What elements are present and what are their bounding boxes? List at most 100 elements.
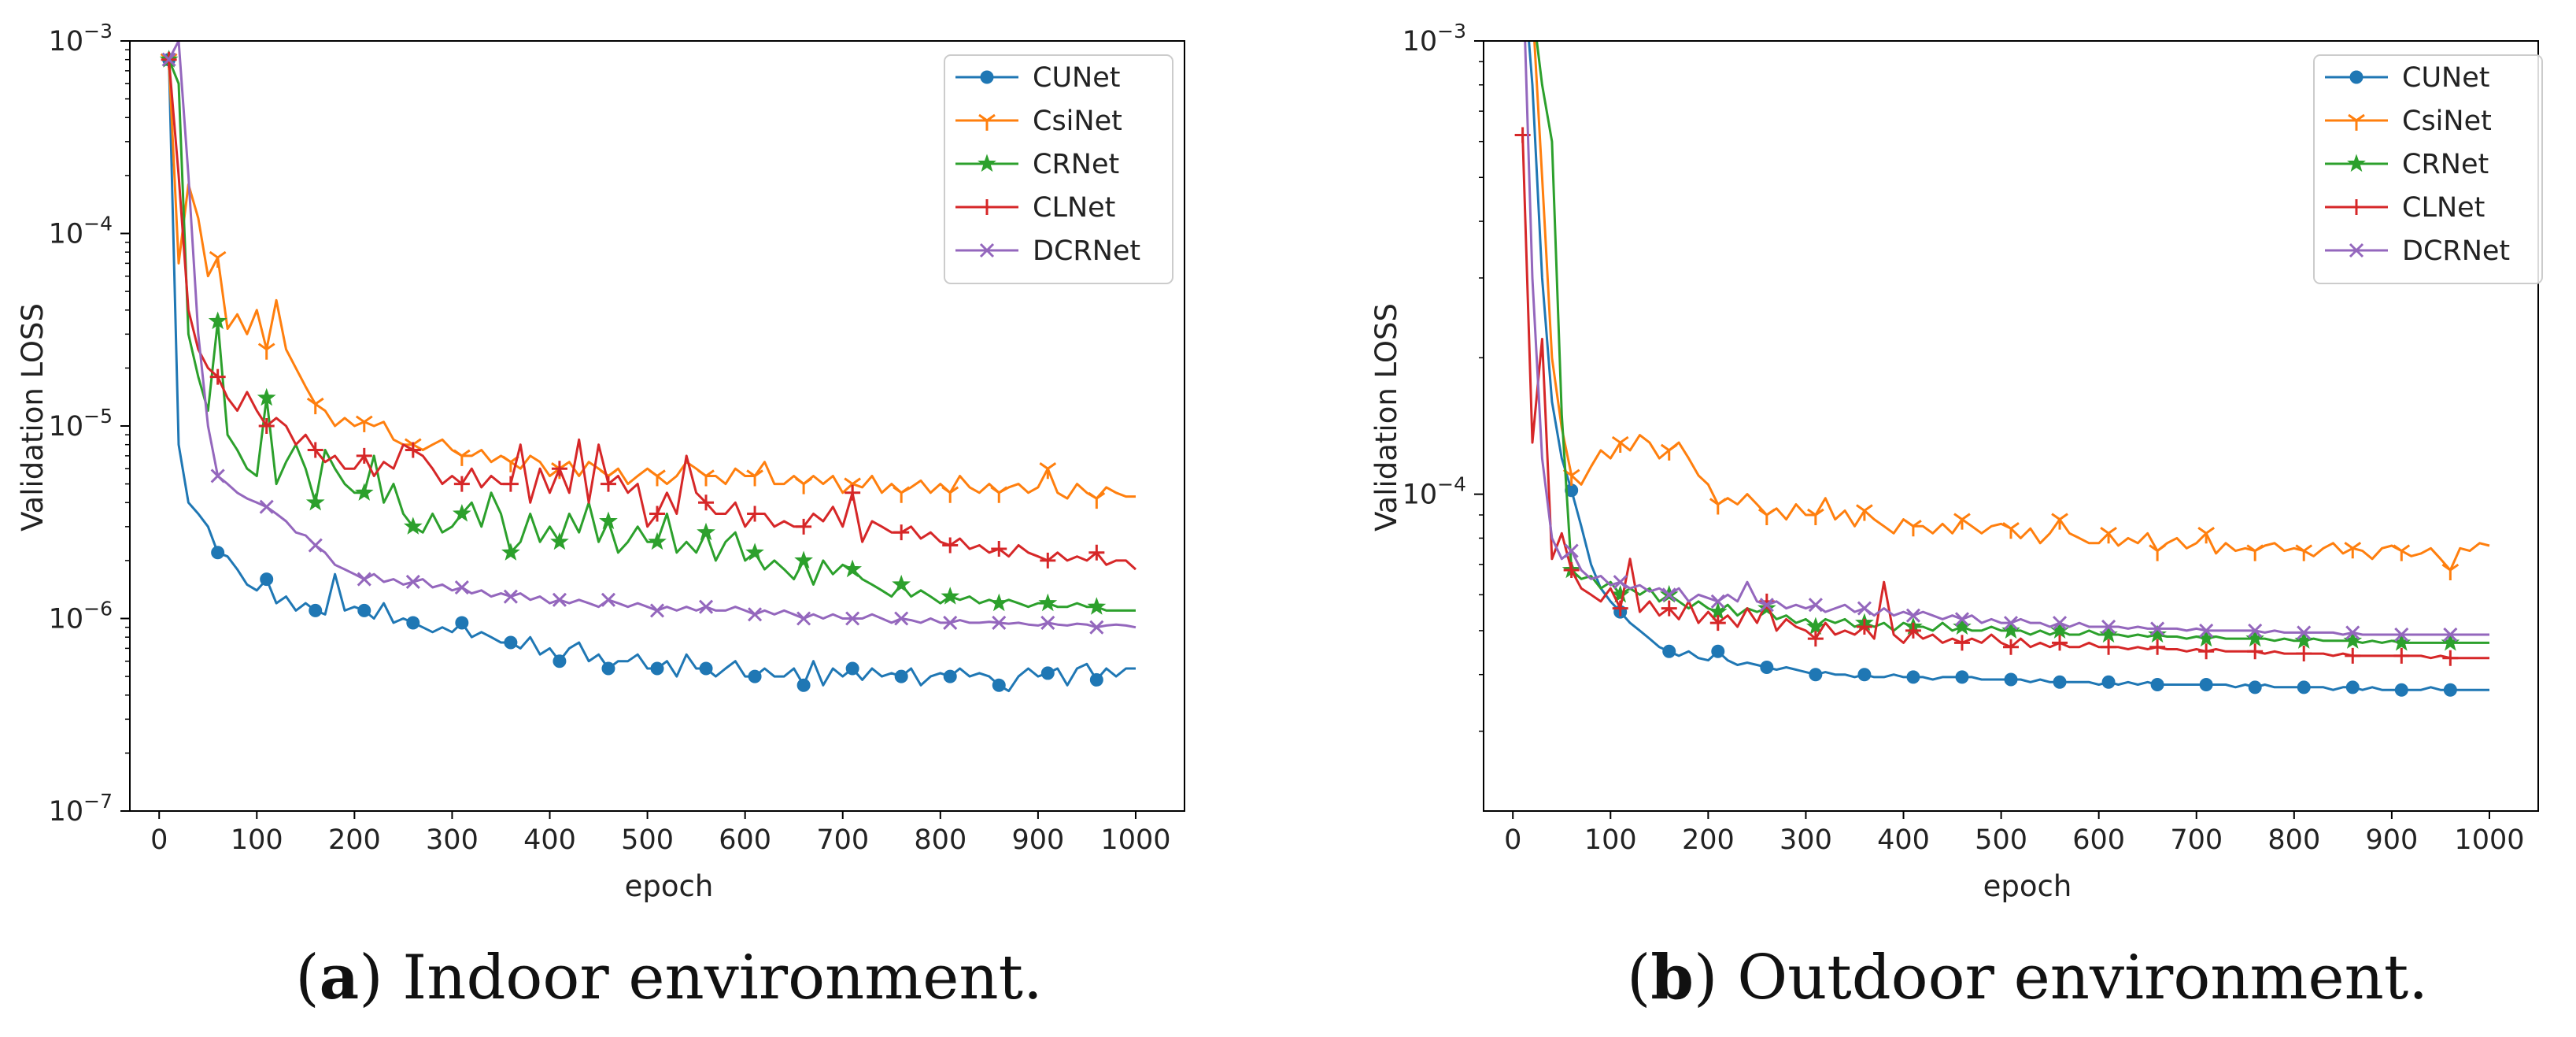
outdoor-caption: (b) Outdoor environment.: [1627, 942, 2428, 1013]
indoor-cunet-point: [406, 616, 420, 630]
outdoor-dcrnet-point: [2003, 616, 2019, 631]
indoor-caption-letter: a: [320, 942, 360, 1013]
outdoor-caption-text: Outdoor environment.: [1737, 943, 2428, 1013]
outdoor-cunet-point: [2248, 680, 2262, 694]
indoor-clnet-point: [405, 442, 421, 458]
indoor-x-tick-label: 100: [231, 824, 283, 856]
outdoor-legend-clnet-marker: [2349, 199, 2364, 215]
indoor-cunet-point: [601, 661, 615, 676]
indoor-clnet-point: [698, 494, 715, 511]
outdoor-x-tick-label: 100: [1584, 824, 1637, 856]
indoor-cunet-point: [845, 661, 859, 676]
outdoor-dcrnet-point: [1564, 543, 1579, 558]
outdoor-legend-box: [2313, 54, 2543, 284]
indoor-cunet-point: [357, 603, 371, 617]
outdoor-clnet-point: [1661, 600, 1677, 617]
indoor-x-tick-label: 900: [1011, 824, 1064, 856]
outdoor-csinet-point: [1806, 508, 1824, 525]
outdoor-cunet-point: [1955, 670, 1969, 684]
outdoor-legend-clnet-label: CLNet: [2402, 192, 2485, 224]
outdoor-cunet-point: [2443, 683, 2457, 697]
indoor-cunet-point: [553, 654, 567, 668]
outdoor-clnet-point: [2442, 650, 2459, 666]
indoor-clnet-point: [1088, 544, 1105, 561]
indoor-clnet-point: [942, 537, 959, 554]
outdoor-legend-dcrnet-label: DCRNet: [2402, 235, 2510, 267]
outdoor-dcrnet-line: [1524, 41, 2489, 636]
indoor-legend-dcrnet-label: DCRNet: [1033, 235, 1140, 267]
indoor-dcrnet-point: [601, 592, 616, 607]
outdoor-clnet-point: [2247, 643, 2264, 660]
indoor-clnet-point: [991, 541, 1007, 557]
indoor-clnet-point: [307, 442, 323, 458]
outdoor-x-tick-label: 400: [1877, 824, 1930, 856]
outdoor-xlabel: epoch: [1983, 869, 2072, 903]
indoor-x-tick-label: 200: [328, 824, 381, 856]
indoor-cunet-point: [504, 635, 518, 650]
indoor-crnet-point: [599, 511, 618, 530]
outdoor-csinet-point: [1611, 435, 1629, 454]
indoor-cunet-point: [260, 572, 274, 587]
outdoor-csinet-markers: [1562, 435, 2460, 581]
outdoor-csinet-point: [1660, 443, 1678, 461]
indoor-legend-dcrnet-marker: [979, 243, 995, 258]
outdoor-csinet-point: [2149, 544, 2166, 561]
indoor-dcrnet-point: [405, 574, 420, 590]
panel-indoor: 0 100 200 300 400 500 600 700 800 900 1000 10−7 10−6…: [16, 20, 1185, 1013]
indoor-clnet-point: [893, 524, 910, 541]
outdoor-clnet-point: [2149, 639, 2166, 655]
indoor-x-tick-label: 400: [523, 824, 576, 856]
outdoor-csinet-point: [1953, 513, 1971, 530]
indoor-caption: (a) Indoor environment.: [295, 942, 1043, 1013]
outdoor-crnet-point: [2441, 632, 2460, 651]
outdoor-clnet-point: [2052, 635, 2068, 651]
indoor-clnet-point: [258, 418, 275, 434]
indoor-clnet-line: [168, 59, 1137, 571]
outdoor-dcrnet-point: [2150, 621, 2165, 636]
indoor-csinet-point: [453, 449, 471, 466]
indoor-caption-text: Indoor environment.: [402, 943, 1042, 1013]
outdoor-csinet-point: [2393, 544, 2411, 561]
outdoor-cunet-point: [2053, 675, 2067, 689]
outdoor-clnet-point: [1953, 635, 1970, 651]
outdoor-cunet-point: [2297, 680, 2311, 694]
outdoor-dcrnet-point: [1857, 601, 1872, 616]
indoor-crnet-point: [257, 387, 276, 406]
outdoor-clnet-point: [2003, 639, 2019, 655]
indoor-legend-box: [944, 54, 1173, 284]
outdoor-dcrnet-point: [2297, 625, 2312, 640]
outdoor-plot-frame: [1483, 40, 2539, 812]
indoor-x-axis-label: epoch: [625, 869, 714, 903]
indoor-cunet-point: [748, 669, 762, 683]
outdoor-dcrnet-markers: [1564, 543, 2458, 643]
outdoor-cunet-point: [1662, 644, 1676, 658]
indoor-clnet-point: [453, 476, 470, 492]
outdoor-clnet-point: [1807, 631, 1824, 647]
outdoor-csinet-point: [2100, 527, 2117, 544]
outdoor-x-tick-label: 500: [1975, 824, 2027, 856]
outdoor-dcrnet-point: [2101, 619, 2116, 635]
outdoor-csinet-point: [2246, 544, 2264, 561]
outdoor-cunet-point: [1906, 670, 1920, 684]
indoor-dcrnet-point: [552, 592, 567, 607]
outdoor-cunet-point: [2345, 680, 2360, 694]
indoor-xlabel: epoch: [625, 869, 714, 903]
outdoor-dcrnet-point: [1954, 612, 1970, 627]
outdoor-clnet-point: [1563, 562, 1580, 579]
outdoor-crnet-point: [1610, 584, 1630, 603]
outdoor-cunet-point: [2101, 675, 2116, 689]
outdoor-clnet-line: [1521, 135, 2489, 660]
indoor-crnet-point: [501, 543, 520, 561]
indoor-x-tick-label: 500: [621, 824, 674, 856]
outdoor-csinet-point: [2197, 527, 2216, 544]
indoor-dcrnet-point: [1089, 620, 1104, 635]
outdoor-cunet-point: [2150, 678, 2164, 692]
outdoor-dcrnet-point: [1710, 594, 1725, 609]
outdoor-dcrnet-point: [1661, 587, 1676, 602]
indoor-cunet-point: [650, 661, 664, 676]
outdoor-dcrnet-point: [1759, 598, 1774, 613]
indoor-clnet-point: [1040, 552, 1056, 568]
indoor-y-axis-label: Validation LOSS: [16, 303, 50, 531]
indoor-cunet-point: [309, 603, 323, 617]
